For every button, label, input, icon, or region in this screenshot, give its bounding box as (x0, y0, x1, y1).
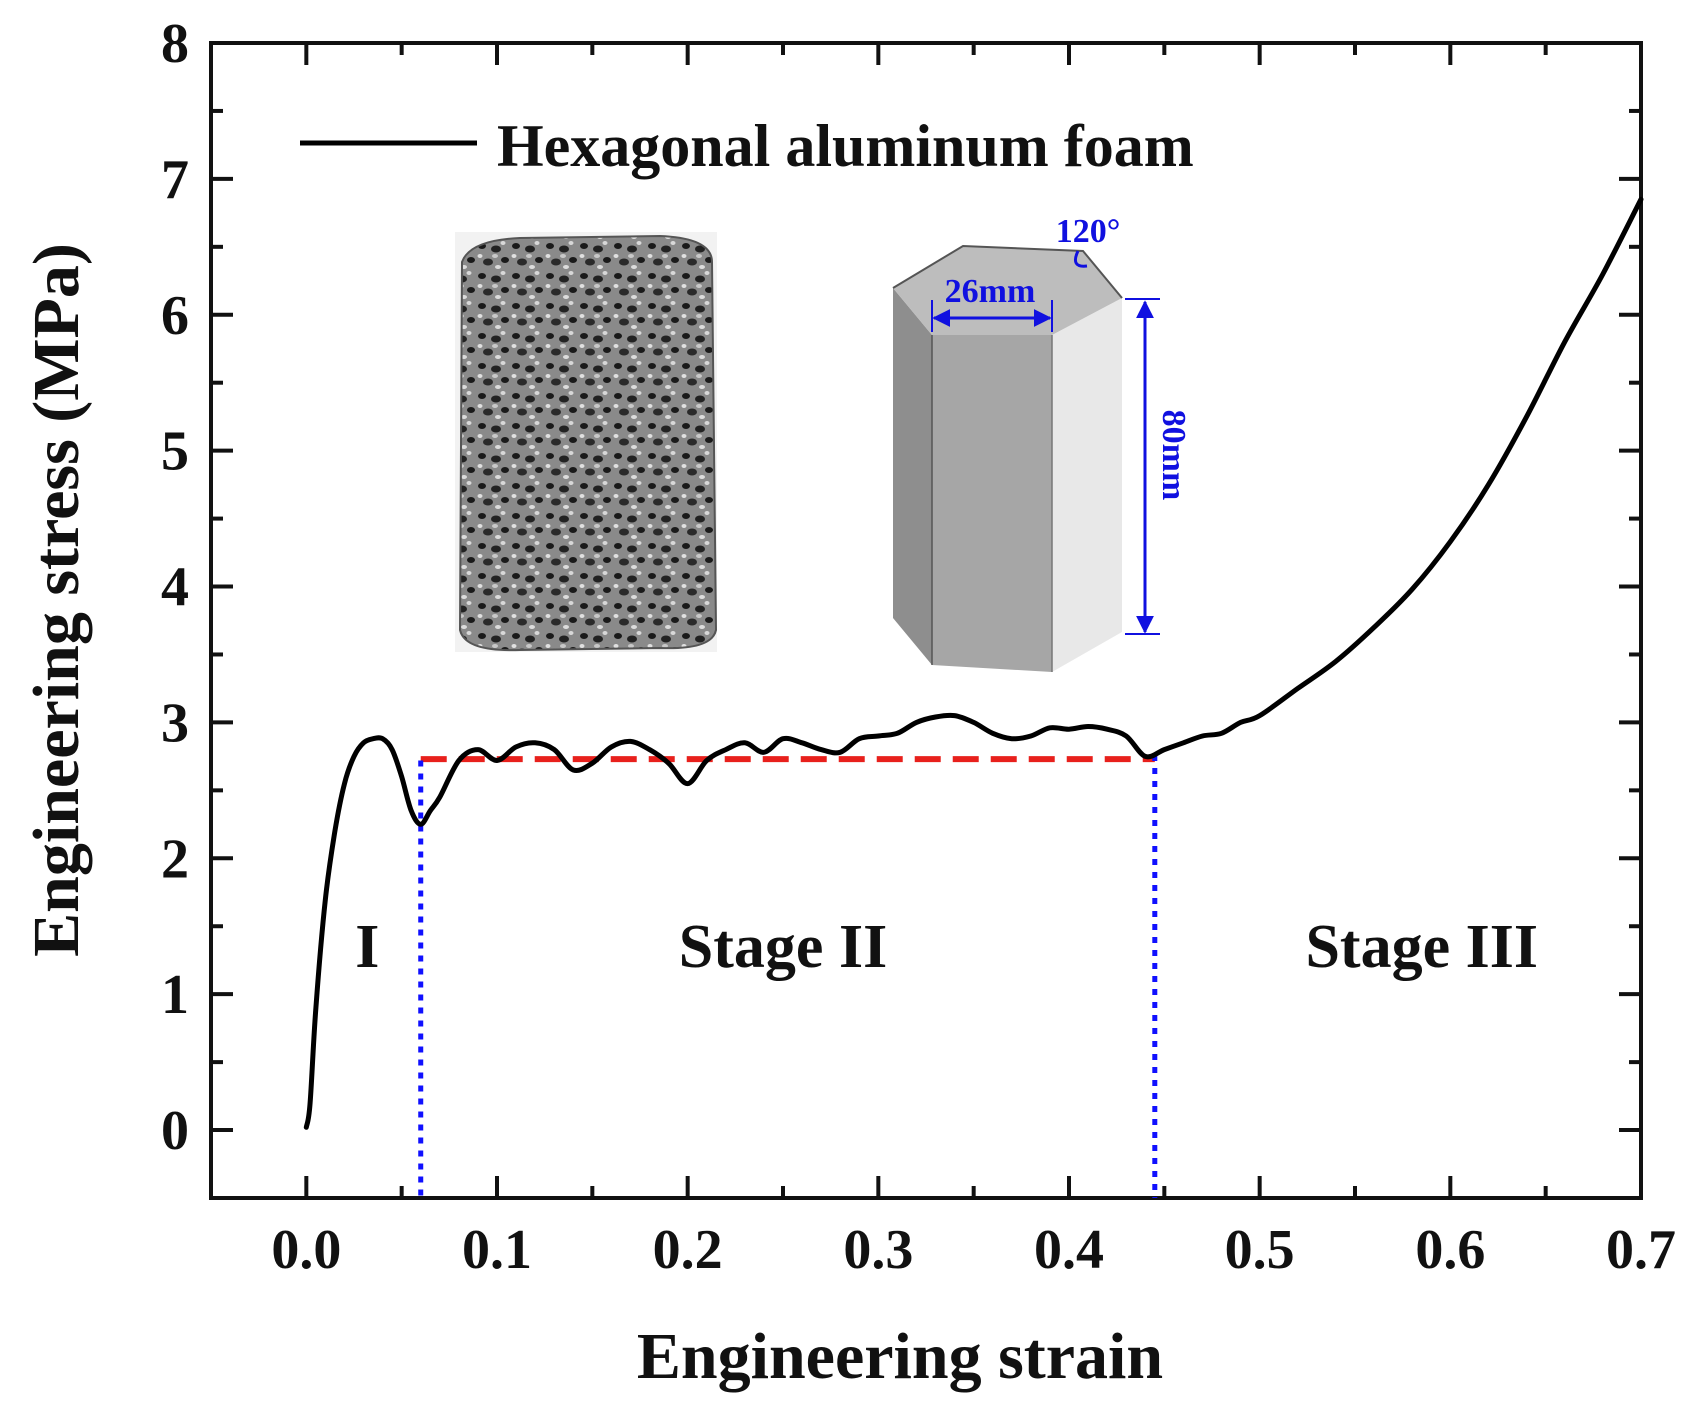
x-tick-label: 0.7 (1606, 1219, 1676, 1281)
plot-frame (209, 41, 1643, 1200)
x-axis-title: Engineering strain (637, 1320, 1163, 1393)
y-tick-label: 7 (161, 149, 189, 211)
stage-label-i: I (355, 913, 379, 981)
angle-arc (1074, 250, 1088, 268)
hexagonal-prism-diagram: 26mm 80mm 120° (892, 213, 1192, 672)
axis-tick-labels: 0.0 0.1 0.2 0.3 0.4 0.5 0.6 0.7 0 1 2 3 4 5 6 7 8 (161, 13, 1676, 1281)
x-tick-label: 0.1 (462, 1219, 532, 1281)
width-dimension-label: 26mm (945, 273, 1036, 310)
legend: Hexagonal aluminum foam (300, 113, 1194, 179)
y-tick-label: 2 (161, 828, 189, 890)
x-tick-label: 0.5 (1225, 1219, 1295, 1281)
legend-label: Hexagonal aluminum foam (497, 113, 1194, 179)
y-tick-label: 5 (161, 421, 189, 483)
stage-label-ii: Stage II (679, 913, 887, 981)
x-tick-label: 0.0 (271, 1219, 341, 1281)
y-tick-label: 8 (161, 13, 189, 75)
x-tick-label: 0.6 (1415, 1219, 1485, 1281)
y-tick-label: 1 (161, 964, 189, 1026)
y-tick-label: 6 (161, 285, 189, 347)
height-dimension-label: 80mm (1155, 410, 1192, 501)
series-line-hexagonal-aluminum-foam (303, 196, 1644, 1130)
x-tick-label: 0.3 (843, 1219, 913, 1281)
y-tick-label: 3 (161, 692, 189, 754)
y-tick-label: 0 (161, 1100, 189, 1162)
stage-label-iii: Stage III (1305, 913, 1538, 981)
x-tick-label: 0.2 (653, 1219, 723, 1281)
y-tick-label: 4 (161, 557, 189, 619)
y-axis-title: Engineering stress (MPa) (20, 243, 93, 957)
foam-sample-photo (455, 232, 718, 652)
axis-ticks (209, 41, 1643, 1200)
angle-label: 120° (1056, 213, 1121, 250)
x-tick-label: 0.4 (1034, 1219, 1104, 1281)
